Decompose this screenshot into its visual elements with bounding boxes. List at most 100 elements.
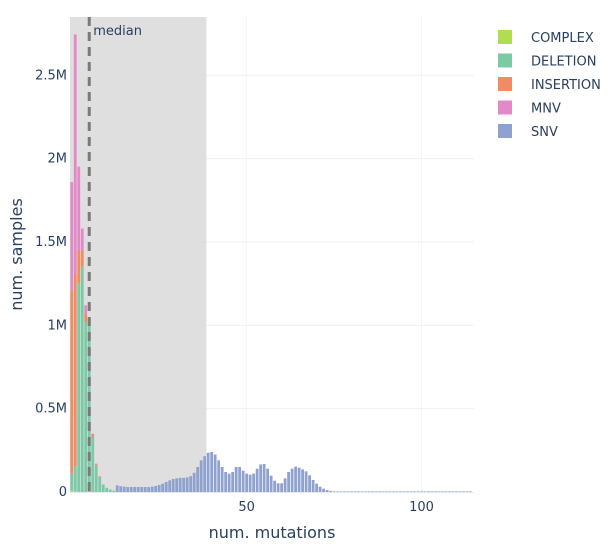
bar-snv[interactable] [210,452,214,492]
bar-snv[interactable] [185,477,189,492]
bar-snv[interactable] [441,491,444,492]
bar-snv[interactable] [290,468,294,492]
bar-snv[interactable] [245,473,249,492]
bar-snv[interactable] [430,491,434,492]
bar-snv[interactable] [182,477,186,492]
bar-snv[interactable] [420,491,423,492]
bar-snv[interactable] [248,474,252,492]
bar-snv[interactable] [189,476,193,492]
bar-snv[interactable] [150,486,154,492]
bar-snv[interactable] [427,491,430,492]
bar-snv[interactable] [437,491,441,492]
bar-snv[interactable] [115,485,119,492]
bar-snv[interactable] [360,491,364,492]
bar-snv[interactable] [388,491,392,492]
bar-snv[interactable] [308,475,312,492]
bar-snv[interactable] [325,490,329,492]
bar-snv[interactable] [381,491,385,492]
bar-snv[interactable] [332,491,336,492]
bar-snv[interactable] [259,464,263,493]
bar-snv[interactable] [444,491,448,492]
bar-snv[interactable] [357,491,360,492]
bar-snv[interactable] [126,487,130,492]
bar-snv[interactable] [465,491,469,492]
bar-mnv[interactable] [77,166,81,250]
bar-mnv[interactable] [91,433,95,435]
bar-snv[interactable] [469,491,472,492]
bar-snv[interactable] [203,456,207,492]
bar-snv[interactable] [206,452,210,492]
bar-snv[interactable] [220,467,224,492]
bar-snv[interactable] [343,491,346,492]
bar-snv[interactable] [339,491,343,492]
bar-insertion[interactable] [80,250,84,267]
bar-snv[interactable] [374,491,378,492]
legend-item-deletion[interactable]: DELETION [498,53,596,70]
legend-item-snv[interactable]: SNV [498,124,558,140]
bar-snv[interactable] [301,469,305,492]
bar-snv[interactable] [315,483,318,492]
bar-insertion[interactable] [98,476,102,477]
bar-mnv[interactable] [80,228,84,251]
bar-snv[interactable] [350,491,353,492]
bar-snv[interactable] [234,467,238,492]
bar-snv[interactable] [147,487,151,492]
bar-snv[interactable] [192,472,196,492]
bar-complex[interactable] [70,490,74,492]
legend-item-mnv[interactable]: MNV [498,100,561,117]
bar-mnv[interactable] [73,34,77,275]
bar-snv[interactable] [154,486,158,492]
bar-snv[interactable] [269,475,273,492]
legend[interactable]: COMPLEX DELETION INSERTION MNV SNV [498,30,601,140]
bar-snv[interactable] [406,491,409,492]
bar-snv[interactable] [371,491,374,492]
bar-deletion[interactable] [112,490,116,492]
bar-snv[interactable] [262,464,266,492]
bar-snv[interactable] [140,487,144,492]
bar-snv[interactable] [294,466,298,492]
bar-snv[interactable] [273,480,277,492]
bar-snv[interactable] [395,491,399,492]
bar-snv[interactable] [346,491,350,492]
bar-snv[interactable] [119,486,123,492]
bar-snv[interactable] [367,491,371,492]
bar-snv[interactable] [364,491,367,492]
bar-snv[interactable] [238,467,242,492]
bar-snv[interactable] [266,468,270,492]
bar-deletion[interactable] [98,477,102,492]
bar-snv[interactable] [171,479,175,492]
bar-snv[interactable] [434,491,437,492]
bar-deletion[interactable] [108,489,112,493]
bar-snv[interactable] [416,491,420,492]
bar-snv[interactable] [318,486,322,492]
bar-snv[interactable] [227,473,231,492]
legend-item-complex[interactable]: COMPLEX [498,30,594,46]
bar-snv[interactable] [311,480,315,492]
bar-snv[interactable] [458,491,462,492]
bar-mnv[interactable] [84,305,88,314]
bar-deletion[interactable] [80,266,84,492]
bar-deletion[interactable] [84,322,88,492]
bar-snv[interactable] [378,491,381,492]
bar-deletion[interactable] [94,465,98,492]
bar-snv[interactable] [283,478,287,492]
bar-mnv[interactable] [94,463,98,465]
bar-snv[interactable] [385,491,388,492]
bar-snv[interactable] [136,487,140,492]
bar-insertion[interactable] [84,313,88,322]
bar-snv[interactable] [161,483,165,492]
bar-snv[interactable] [304,471,308,492]
bar-snv[interactable] [175,478,179,492]
bar-snv[interactable] [241,470,245,492]
bar-insertion[interactable] [91,435,95,437]
bar-snv[interactable] [157,485,161,492]
bar-snv[interactable] [252,473,256,492]
bar-snv[interactable] [168,480,172,492]
bar-snv[interactable] [451,491,455,492]
bar-complex[interactable] [73,491,77,492]
bar-snv[interactable] [280,483,284,492]
bar-snv[interactable] [423,491,427,492]
bar-snv[interactable] [322,488,325,492]
bar-snv[interactable] [164,482,168,492]
bar-snv[interactable] [448,491,451,492]
